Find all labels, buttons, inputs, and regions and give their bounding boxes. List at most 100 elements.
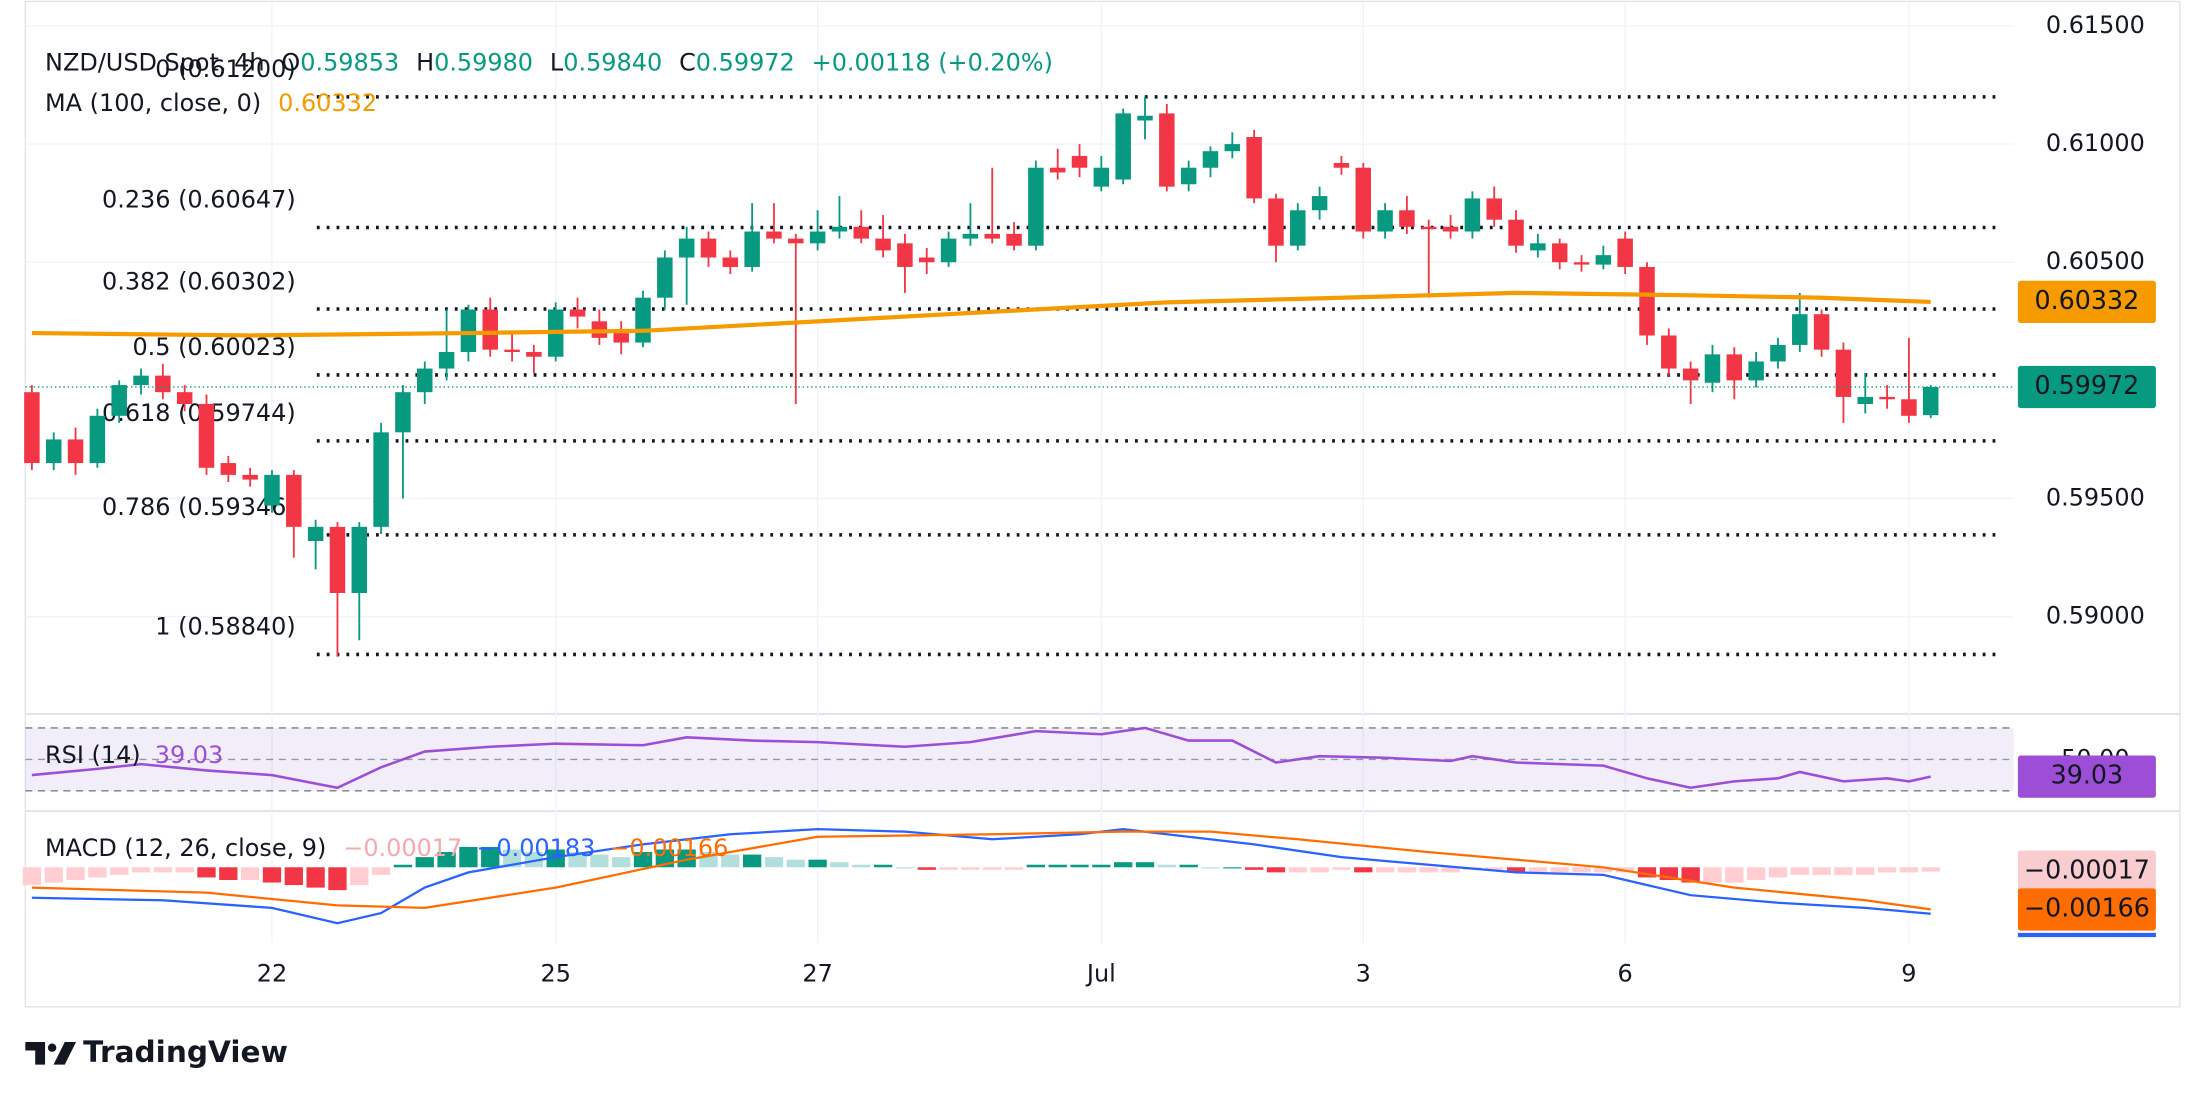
histogram-value: −0.00017 bbox=[343, 834, 462, 862]
candle-body bbox=[1661, 335, 1677, 369]
candle-body bbox=[831, 226, 848, 232]
macd-histogram-bar bbox=[721, 854, 740, 868]
candle-body bbox=[1180, 167, 1197, 185]
signal-line bbox=[31, 830, 1931, 911]
macd-histogram-bar bbox=[1921, 867, 1940, 872]
header: NZD/USD Spot, 4h O0.59853 H0.59980 L0.59840… bbox=[45, 48, 1053, 76]
macd-histogram-bar bbox=[1746, 867, 1766, 880]
macd-histogram-bar bbox=[1485, 867, 1504, 870]
macd-histogram-bar bbox=[1506, 867, 1526, 873]
macd-histogram-bar bbox=[1768, 867, 1788, 878]
candle-body bbox=[962, 233, 979, 239]
macd-histogram-bar bbox=[1179, 864, 1198, 868]
macd-histogram-bar bbox=[1441, 867, 1460, 873]
macd-line bbox=[31, 828, 1931, 925]
change-value: +0.00118 (+0.20%) bbox=[812, 48, 1053, 76]
macd-histogram-bar bbox=[1637, 867, 1657, 878]
macd-histogram-bar bbox=[1375, 867, 1395, 873]
macd-histogram-bar bbox=[393, 864, 413, 868]
candle-body bbox=[1813, 314, 1830, 350]
x-tick-label: 25 bbox=[540, 959, 570, 987]
macd-histogram-bar bbox=[1288, 867, 1307, 873]
macd-histogram-bar bbox=[1419, 867, 1438, 873]
candle-body bbox=[875, 238, 891, 251]
candle-body bbox=[1464, 198, 1481, 232]
rsi-tag-label: 39.03 bbox=[2051, 760, 2124, 790]
candle-body bbox=[67, 439, 84, 464]
macd-histogram-bar bbox=[1092, 864, 1111, 868]
x-tick-label: 3 bbox=[1356, 959, 1371, 987]
candle-body bbox=[1442, 226, 1459, 232]
macd-histogram-bar bbox=[895, 867, 915, 869]
macd-histogram-bar bbox=[1223, 867, 1242, 869]
macd-histogram-bar bbox=[546, 849, 565, 868]
candle-body bbox=[242, 474, 258, 480]
macd-histogram-bar bbox=[1594, 867, 1613, 873]
macd-histogram-bar bbox=[1790, 867, 1809, 875]
macd-histogram-bar bbox=[1703, 867, 1722, 883]
candle-body bbox=[1508, 219, 1524, 246]
candle-body bbox=[984, 233, 1000, 239]
candle-body bbox=[1922, 386, 1939, 416]
macd-histogram-bar bbox=[240, 867, 260, 880]
candle-body bbox=[1682, 368, 1699, 381]
macd-histogram-bar bbox=[1812, 867, 1831, 875]
candle-body bbox=[351, 526, 368, 594]
macd-histogram-bar bbox=[175, 867, 194, 873]
candle-body bbox=[1093, 167, 1110, 187]
macd-histogram-bar bbox=[66, 867, 85, 880]
macd-histogram-bar bbox=[459, 846, 478, 868]
candle-body bbox=[1246, 137, 1262, 199]
logo: TradingView bbox=[25, 1035, 288, 1069]
macd-histogram-bar bbox=[852, 864, 871, 868]
macd-histogram-bar bbox=[1725, 867, 1744, 883]
macd-histogram-bar bbox=[1834, 867, 1853, 875]
candle-body bbox=[482, 309, 498, 350]
candle-body bbox=[1551, 243, 1568, 263]
rsi-tag-box bbox=[2017, 755, 2156, 798]
macd-histogram-bar bbox=[1026, 864, 1046, 868]
candle-body bbox=[504, 349, 520, 353]
macd-histogram-bar bbox=[742, 854, 762, 868]
candle-body bbox=[373, 432, 389, 527]
macd-histogram-bar bbox=[1201, 867, 1220, 869]
macd-histogram-bar bbox=[1070, 864, 1089, 868]
candle-body bbox=[395, 392, 411, 433]
candle-body bbox=[853, 226, 870, 239]
macd-histogram-bar bbox=[153, 867, 173, 873]
candle-body bbox=[657, 257, 673, 298]
candle-body bbox=[220, 463, 237, 475]
candle-body bbox=[635, 297, 651, 343]
macd-histogram-bar bbox=[764, 857, 784, 868]
ohlc-label: O bbox=[281, 48, 300, 76]
macd-histogram-bar bbox=[481, 846, 500, 868]
candle-body bbox=[1028, 167, 1044, 246]
candle-body bbox=[111, 385, 127, 416]
candle-body bbox=[1857, 396, 1874, 404]
ma-value: 0.60332 bbox=[278, 89, 377, 117]
macd-header: MACD (12, 26, close, 9) −0.00017 −0.00183−… bbox=[45, 834, 728, 862]
candle-body bbox=[1573, 262, 1590, 265]
histogram-tag-box bbox=[2017, 850, 2156, 893]
candle-body bbox=[1268, 198, 1284, 246]
candle-body bbox=[1726, 354, 1743, 381]
macd-histogram-bar bbox=[1310, 867, 1329, 873]
candle-body bbox=[1835, 349, 1852, 397]
candle-body bbox=[329, 526, 346, 594]
macd-histogram-bar bbox=[1114, 862, 1133, 868]
fib-label: 0 (0.61200) bbox=[155, 55, 295, 83]
candle-body bbox=[1115, 113, 1131, 180]
x-tick-label: 22 bbox=[257, 959, 287, 987]
symbol-title: NZD/USD Spot, 4h bbox=[45, 48, 264, 76]
price-tag-label: 0.59972 bbox=[2035, 370, 2140, 400]
macd-histogram-bar bbox=[1244, 867, 1264, 870]
macd-histogram-bar bbox=[131, 867, 151, 873]
candle-body bbox=[613, 333, 629, 343]
candle-body bbox=[1486, 198, 1502, 220]
macd-histogram-bar bbox=[1899, 867, 1919, 873]
fib-label: 0.786 (0.59346) bbox=[102, 493, 296, 521]
ohlc-label: H bbox=[416, 48, 434, 76]
candle-body bbox=[722, 257, 739, 267]
macd-histogram-bar bbox=[306, 867, 325, 888]
